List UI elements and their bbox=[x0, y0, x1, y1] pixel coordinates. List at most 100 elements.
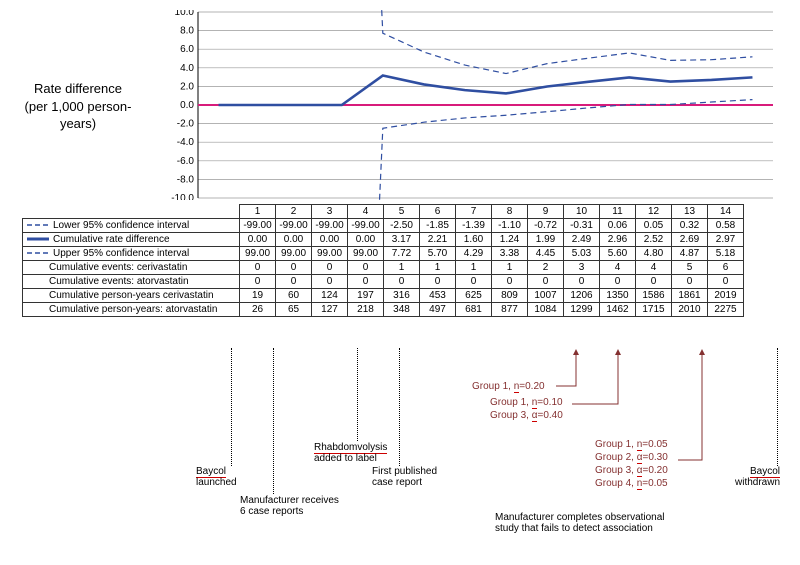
table-cell: 0 bbox=[384, 275, 420, 289]
table-cell: 1 bbox=[384, 261, 420, 275]
table-cell: 4 bbox=[636, 261, 672, 275]
table-cell: 2.69 bbox=[672, 233, 708, 247]
table-cell: 2.21 bbox=[420, 233, 456, 247]
table-cell: 1462 bbox=[600, 303, 636, 317]
table-cell: 4.29 bbox=[456, 247, 492, 261]
table-cell: 625 bbox=[456, 289, 492, 303]
table-cell: 197 bbox=[348, 289, 384, 303]
table-cell: 0.58 bbox=[708, 219, 744, 233]
table-cell: 3 bbox=[564, 261, 600, 275]
table-cell: 1.99 bbox=[528, 233, 564, 247]
table-cell: 809 bbox=[492, 289, 528, 303]
table-cell: 877 bbox=[492, 303, 528, 317]
svg-text:6.0: 6.0 bbox=[180, 44, 194, 55]
table-cell: 1084 bbox=[528, 303, 564, 317]
table-cell: -0.31 bbox=[564, 219, 600, 233]
table-cell: 2 bbox=[528, 261, 564, 275]
table-cell: 2010 bbox=[672, 303, 708, 317]
table-cell: 2.49 bbox=[564, 233, 600, 247]
table-cell: 0.00 bbox=[240, 233, 276, 247]
table-cell: 0 bbox=[276, 275, 312, 289]
table-cell: 0.00 bbox=[312, 233, 348, 247]
leader-line bbox=[777, 348, 778, 466]
table-cell: -99.00 bbox=[276, 219, 312, 233]
rate-difference-chart: 10.08.06.04.02.00.0-2.0-4.0-6.0-8.0-10.0 bbox=[168, 10, 773, 200]
table-cell: 0.06 bbox=[600, 219, 636, 233]
svg-text:4.0: 4.0 bbox=[180, 63, 194, 74]
data-table: 1234567891011121314Lower 95% confidence … bbox=[22, 204, 744, 317]
annot-group2-a030: Group 2, α=0.30 bbox=[595, 452, 668, 463]
table-cell: 99.00 bbox=[312, 247, 348, 261]
table-cell: 1.60 bbox=[456, 233, 492, 247]
annot-baycol-withdrawn: Baycolwithdrawn bbox=[735, 466, 780, 488]
svg-text:10.0: 10.0 bbox=[175, 10, 195, 18]
table-cell: 316 bbox=[384, 289, 420, 303]
y-axis-label: Rate difference(per 1,000 person-years) bbox=[8, 80, 148, 133]
table-cell: -2.50 bbox=[384, 219, 420, 233]
annot-group1-n010: Group 1, n=0.10 bbox=[490, 397, 563, 408]
annot-rhabdo-label: Rhabdomvolysisadded to label bbox=[314, 442, 387, 464]
table-cell: 0 bbox=[348, 275, 384, 289]
table-cell: 5.03 bbox=[564, 247, 600, 261]
table-cell: 5.18 bbox=[708, 247, 744, 261]
table-cell: 127 bbox=[312, 303, 348, 317]
table-cell: 0 bbox=[600, 275, 636, 289]
table-cell: 4.87 bbox=[672, 247, 708, 261]
table-cell: 1 bbox=[420, 261, 456, 275]
table-cell: 5.60 bbox=[600, 247, 636, 261]
table-cell: 4.80 bbox=[636, 247, 672, 261]
svg-text:-2.0: -2.0 bbox=[177, 119, 195, 130]
table-cell: 1861 bbox=[672, 289, 708, 303]
table-cell: 0 bbox=[312, 261, 348, 275]
svg-text:8.0: 8.0 bbox=[180, 26, 194, 37]
table-cell: 1715 bbox=[636, 303, 672, 317]
table-cell: 1007 bbox=[528, 289, 564, 303]
table-cell: 26 bbox=[240, 303, 276, 317]
table-cell: -99.00 bbox=[312, 219, 348, 233]
table-cell: -99.00 bbox=[348, 219, 384, 233]
col-header: 8 bbox=[492, 205, 528, 219]
annot-group1-n005: Group 1, n=0.05 bbox=[595, 439, 668, 450]
leader-line bbox=[273, 348, 274, 494]
table-cell: 0 bbox=[240, 275, 276, 289]
table-cell: 0 bbox=[276, 261, 312, 275]
table-cell: 1 bbox=[456, 261, 492, 275]
row-label: Upper 95% confidence interval bbox=[23, 247, 240, 261]
table-cell: 0 bbox=[564, 275, 600, 289]
table-cell: 4.45 bbox=[528, 247, 564, 261]
table-cell: 1 bbox=[492, 261, 528, 275]
table-cell: 0.32 bbox=[672, 219, 708, 233]
svg-text:-4.0: -4.0 bbox=[177, 137, 195, 148]
table-cell: 2275 bbox=[708, 303, 744, 317]
table-cell: -1.10 bbox=[492, 219, 528, 233]
annot-first-case-report: First publishedcase report bbox=[372, 466, 437, 488]
table-cell: 0 bbox=[240, 261, 276, 275]
table-cell: 0 bbox=[636, 275, 672, 289]
col-header: 6 bbox=[420, 205, 456, 219]
table-cell: 453 bbox=[420, 289, 456, 303]
table-cell: 2.52 bbox=[636, 233, 672, 247]
table-cell: 2.96 bbox=[600, 233, 636, 247]
table-cell: 19 bbox=[240, 289, 276, 303]
leader-line bbox=[357, 348, 358, 441]
table-cell: 0.05 bbox=[636, 219, 672, 233]
annot-group3-a020: Group 3, α=0.20 bbox=[595, 465, 668, 476]
row-label: Cumulative person-years cerivastatin bbox=[23, 289, 240, 303]
table-cell: 348 bbox=[384, 303, 420, 317]
col-header: 5 bbox=[384, 205, 420, 219]
table-cell: 1350 bbox=[600, 289, 636, 303]
table-cell: -1.85 bbox=[420, 219, 456, 233]
table-cell: 65 bbox=[276, 303, 312, 317]
leader-line bbox=[399, 348, 400, 466]
col-header: 2 bbox=[276, 205, 312, 219]
annot-group1-n020: Group 1, n=0.20 bbox=[472, 381, 545, 392]
svg-text:2.0: 2.0 bbox=[180, 81, 194, 92]
table-cell: 124 bbox=[312, 289, 348, 303]
table-cell: -0.72 bbox=[528, 219, 564, 233]
row-label: Cumulative person-years: atorvastatin bbox=[23, 303, 240, 317]
table-cell: 1299 bbox=[564, 303, 600, 317]
table-cell: 5.70 bbox=[420, 247, 456, 261]
table-cell: 0 bbox=[492, 275, 528, 289]
col-header: 1 bbox=[240, 205, 276, 219]
table-cell: 5 bbox=[672, 261, 708, 275]
